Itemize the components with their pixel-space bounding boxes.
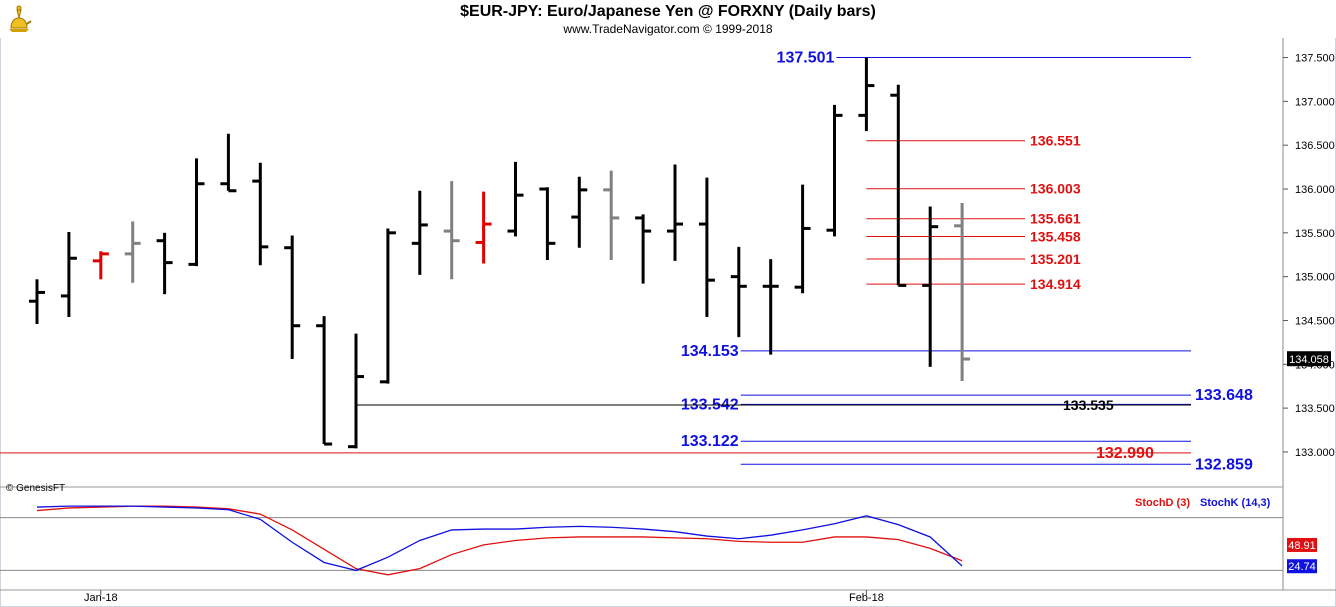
- ohlc-bar: [284, 235, 301, 360]
- ohlc-bar: [379, 228, 396, 384]
- y-tick-label: 134.500: [1295, 315, 1335, 327]
- osc-value-tag: [1287, 537, 1317, 552]
- fib-levels: 137.501 136.551 136.003 135.661 135.458 135.2…: [0, 49, 1253, 473]
- level-label: 134.153: [681, 343, 739, 360]
- chart-title: $EUR-JPY: Euro/Japanese Yen @ FORXNY (Da…: [460, 3, 876, 20]
- level-label: 133.122: [681, 433, 739, 450]
- y-tick-label: 133.500: [1295, 403, 1335, 415]
- ohlc-bars: 134.058: [29, 57, 1331, 449]
- level-label: 133.535: [1063, 397, 1114, 413]
- y-tick-label: 135.500: [1295, 228, 1335, 240]
- ohlc-bar: [539, 187, 556, 260]
- ohlc-bar: [252, 162, 269, 266]
- stochastic-panel: StochD (3) StochK (14,3) 48.91 24.74: [0, 497, 1317, 576]
- y-tick-label: 137.000: [1295, 96, 1335, 108]
- ohlc-bar: [156, 232, 173, 295]
- level-label: 135.458: [1030, 229, 1081, 245]
- level-label: 134.914: [1030, 276, 1081, 292]
- ohlc-bar: [603, 170, 620, 260]
- ohlc-bar: [635, 214, 652, 284]
- ohlc-bar: [29, 279, 45, 324]
- osc-legend-entry: StochK (14,3): [1200, 497, 1271, 509]
- ohlc-bar: [188, 158, 205, 267]
- ohlc-bar: [411, 190, 428, 275]
- ohlc-bar: [762, 259, 779, 355]
- chart-subtitle: www.TradeNavigator.com © 1999-2018: [563, 22, 773, 36]
- osc-value-label: 48.91: [1288, 540, 1316, 552]
- osc-legend-entry: StochD (3): [1135, 497, 1190, 509]
- last-price-tag: [1287, 351, 1331, 367]
- osc-series-line: [36, 505, 963, 576]
- ohlc-bar: [220, 133, 237, 193]
- ohlc-bar: [316, 316, 333, 446]
- ohlc-bar: [507, 161, 524, 237]
- genie-lamp-icon[interactable]: [6, 4, 32, 34]
- ohlc-bar: [443, 181, 460, 280]
- ohlc-bar: [890, 84, 907, 287]
- level-label: 136.551: [1030, 133, 1081, 149]
- osc-value-tag: [1287, 559, 1317, 574]
- ohlc-bar: [858, 57, 875, 132]
- level-label: 136.003: [1030, 181, 1081, 197]
- level-label: 137.501: [777, 49, 835, 66]
- x-tick-label: Feb-18: [849, 592, 884, 604]
- chart-header: $EUR-JPY: Euro/Japanese Yen @ FORXNY (Da…: [0, 0, 1336, 38]
- ohlc-bar: [571, 176, 588, 248]
- ohlc-bar: [922, 206, 939, 367]
- ohlc-bar: [826, 104, 843, 237]
- ohlc-bar: [92, 251, 109, 280]
- ohlc-bar: [794, 184, 811, 294]
- y-tick-label: 137.500: [1295, 53, 1335, 65]
- ohlc-bar: [124, 221, 141, 283]
- ohlc-bar: [475, 191, 492, 264]
- ohlc-bar: [730, 246, 747, 338]
- level-label: 135.201: [1030, 251, 1081, 267]
- level-label: 133.648: [1195, 387, 1253, 404]
- y-tick-label: 135.000: [1295, 272, 1335, 284]
- osc-value-label: 24.74: [1288, 561, 1316, 573]
- level-label: 132.990: [1096, 445, 1154, 462]
- price-axis: 137.500 137.000 136.500 136.000 135.500 135.0…: [0, 38, 1336, 604]
- x-tick-label: Jan-18: [84, 592, 118, 604]
- watermark: © GenesisFT: [6, 483, 65, 494]
- last-price-label: 134.058: [1289, 354, 1329, 366]
- ohlc-bar: [667, 164, 683, 261]
- ohlc-bar: [60, 231, 77, 317]
- ohlc-bar: [698, 177, 715, 317]
- y-tick-label: 133.000: [1295, 447, 1335, 459]
- ohlc-bar: [954, 203, 971, 381]
- osc-series-line: [36, 505, 963, 572]
- level-label: 135.661: [1030, 211, 1081, 227]
- y-tick-label: 136.500: [1295, 140, 1335, 152]
- ohlc-bar: [348, 333, 364, 449]
- level-label: 132.859: [1195, 456, 1253, 473]
- y-tick-label: 136.000: [1295, 184, 1335, 196]
